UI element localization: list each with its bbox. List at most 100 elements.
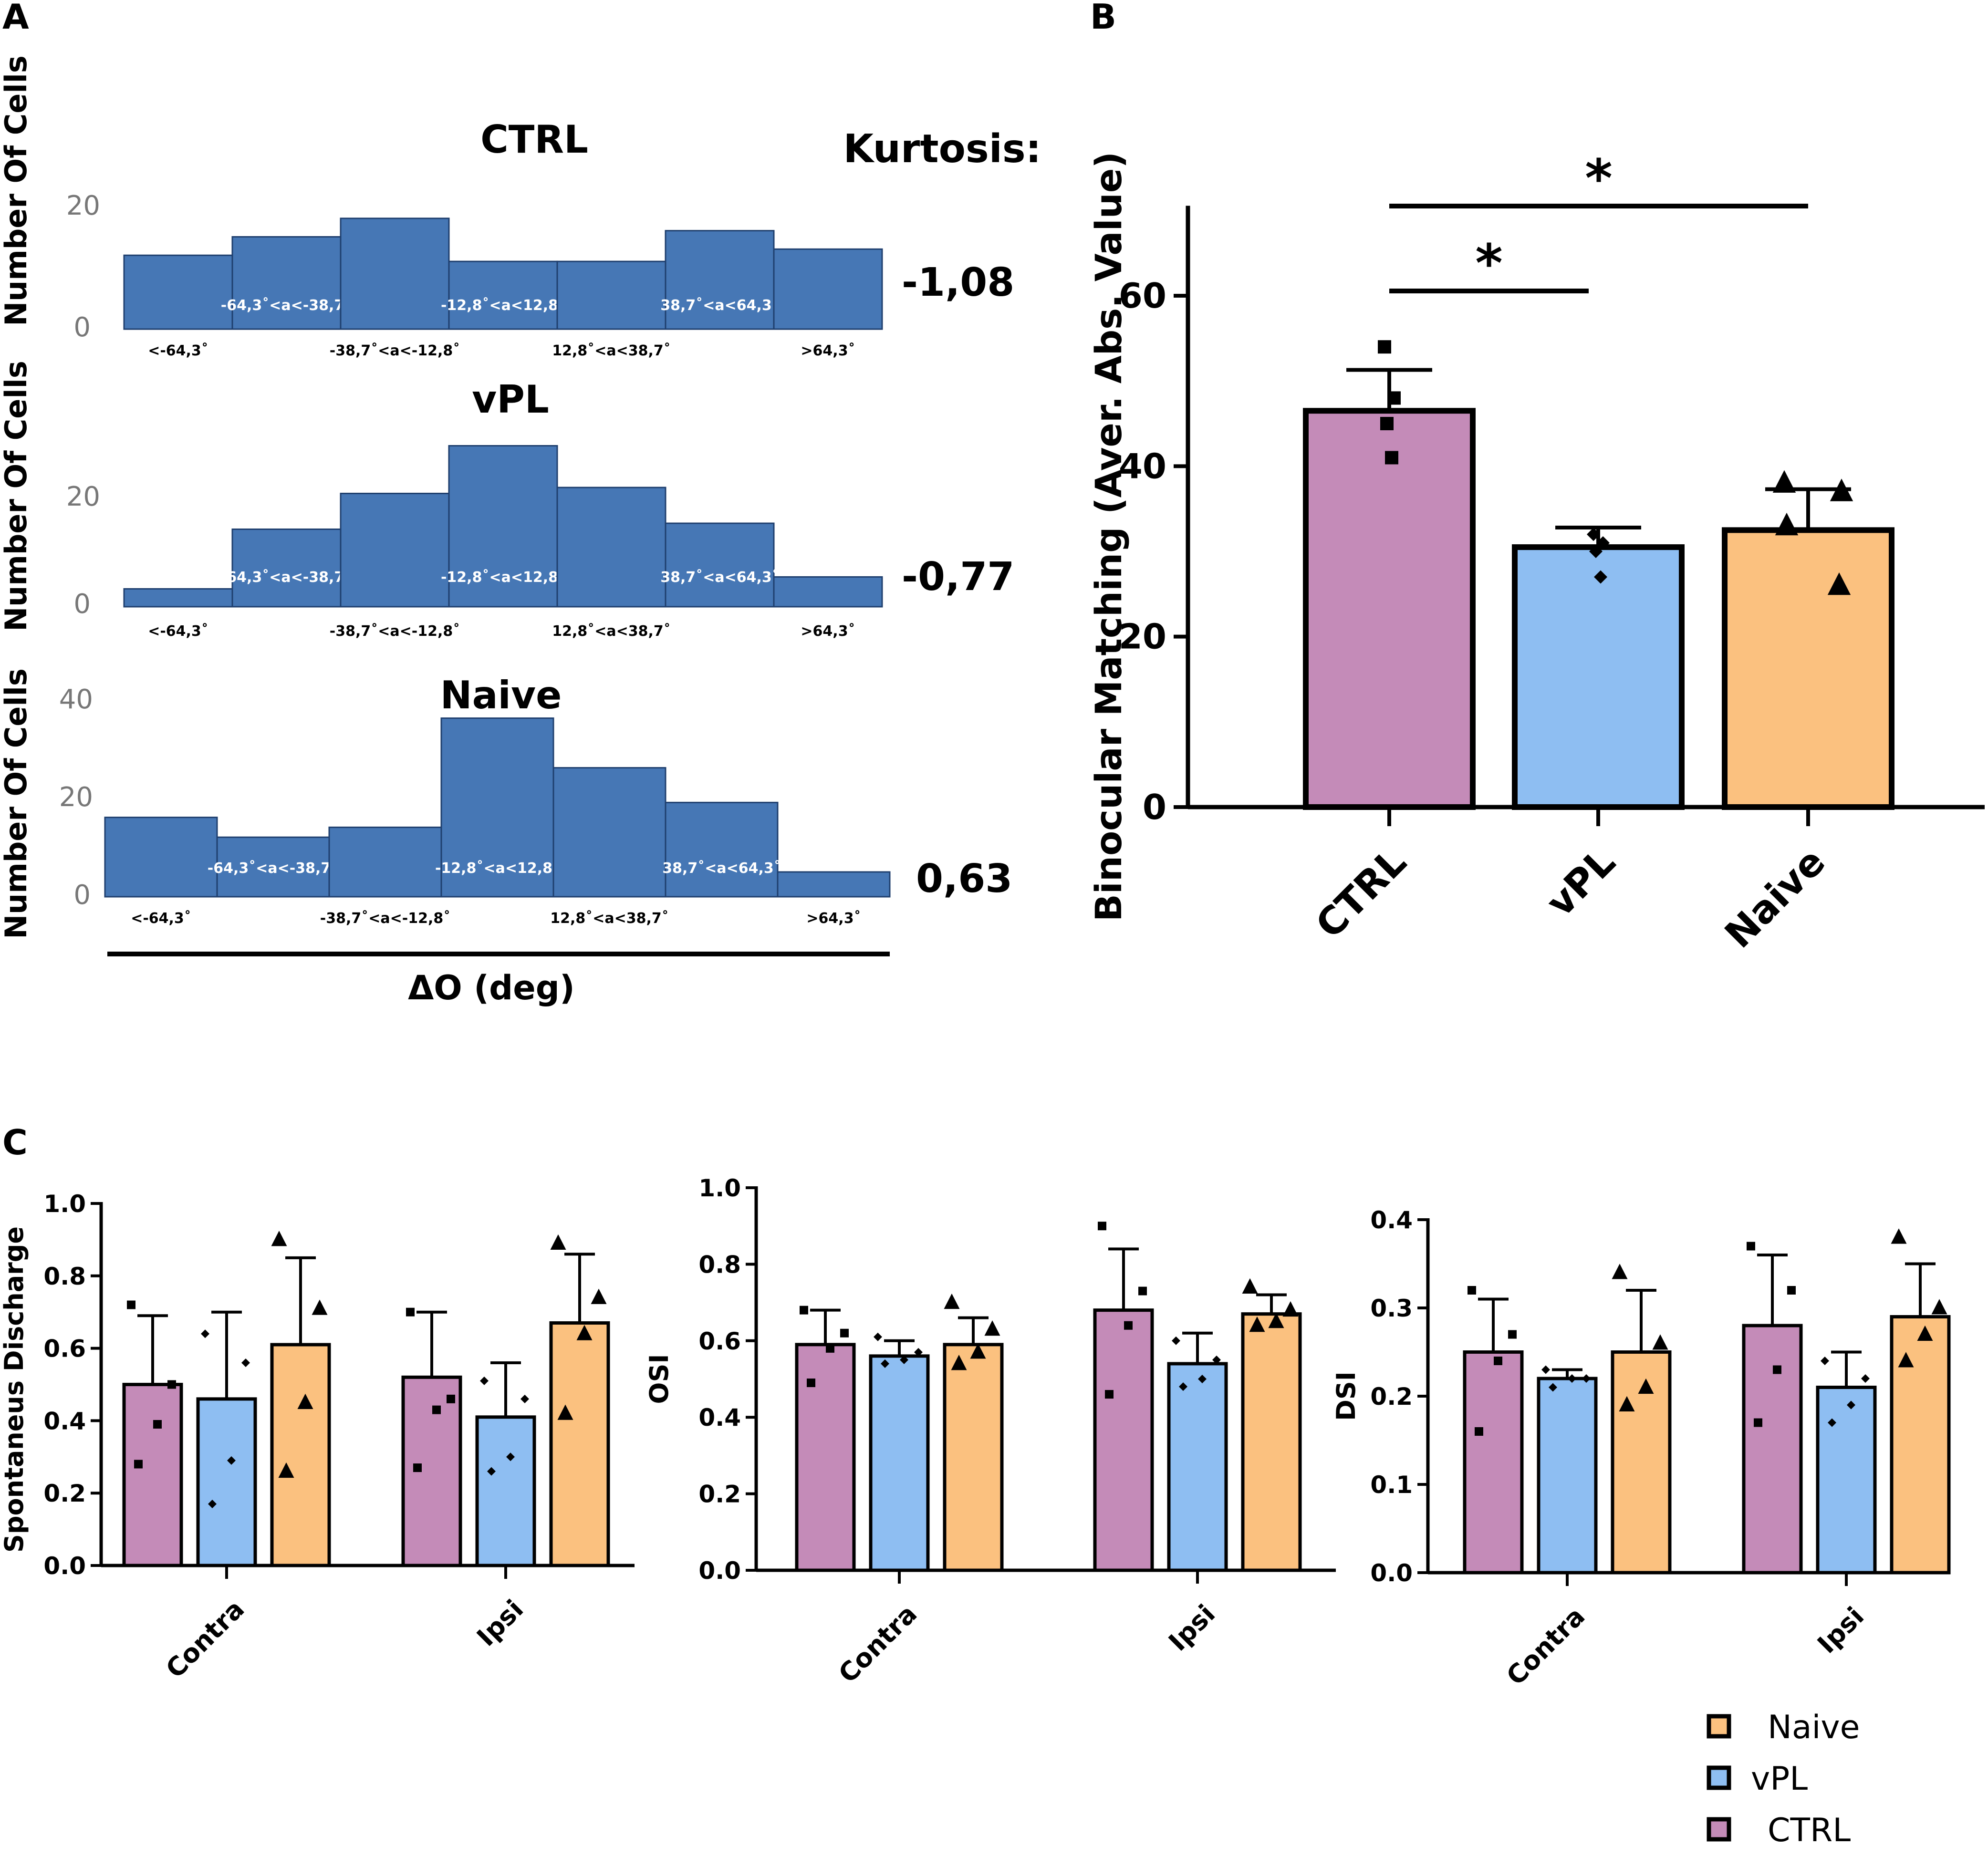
histogram-bar bbox=[340, 218, 450, 330]
bar-ctrl bbox=[401, 1375, 462, 1567]
y-axis-label: Binocular Matching (Aver. Abs. Value) bbox=[1087, 152, 1130, 922]
data-point bbox=[1861, 1374, 1870, 1383]
data-point bbox=[826, 1344, 834, 1353]
y-axis-label: Number Of Cells bbox=[0, 55, 33, 326]
histogram-vpl: vPL Number Of Cells 20 0 <-64,3˚ -64,3˚<a<-38… bbox=[0, 361, 1014, 640]
bin-label: <-64,3˚ bbox=[148, 342, 208, 359]
data-point bbox=[1385, 451, 1398, 465]
chart-spontaneus-discharge: 0.0 0.2 0.4 0.6 0.8 1.0 Spontaneus Discharge Co… bbox=[0, 1190, 635, 1684]
data-point bbox=[1587, 528, 1600, 541]
y-tick-label: 0.4 bbox=[43, 1407, 86, 1435]
panel-label-a: A bbox=[2, 0, 29, 37]
y-tick-label: 0.0 bbox=[43, 1552, 86, 1580]
y-axis-label: OSI bbox=[644, 1354, 674, 1404]
bar-naive bbox=[1722, 527, 1894, 810]
kurtosis-value: -0,77 bbox=[902, 554, 1014, 600]
data-point bbox=[1589, 545, 1603, 558]
x-tick-label: Contra bbox=[160, 1594, 250, 1684]
bar-vpl bbox=[1512, 544, 1685, 810]
y-tick-label: 0 bbox=[1143, 787, 1166, 827]
data-point bbox=[1594, 570, 1607, 584]
data-point bbox=[278, 1462, 294, 1478]
data-point bbox=[413, 1463, 422, 1472]
data-point bbox=[1124, 1321, 1133, 1330]
histogram-bar bbox=[231, 529, 342, 608]
data-point bbox=[1282, 1301, 1299, 1317]
data-point bbox=[1249, 1316, 1265, 1332]
data-point bbox=[900, 1355, 908, 1364]
histogram-bar bbox=[665, 801, 779, 898]
data-point bbox=[506, 1452, 515, 1462]
bin-label: >64,3˚ bbox=[801, 342, 855, 359]
bar-naive bbox=[1611, 1350, 1672, 1575]
data-point bbox=[297, 1393, 313, 1409]
bar-naive bbox=[1890, 1315, 1951, 1575]
significance-star: * bbox=[1475, 233, 1503, 294]
data-point bbox=[1638, 1378, 1654, 1394]
y-tick-label: 60 bbox=[1119, 276, 1166, 316]
histogram-naive: Naive Number Of Cells 40 20 0 <-64,3˚ -64,3˚<a… bbox=[0, 668, 1012, 939]
histogram-bar bbox=[773, 576, 883, 608]
data-point bbox=[1596, 536, 1610, 550]
y-axis-label: DSI bbox=[1331, 1371, 1361, 1421]
data-point bbox=[881, 1359, 889, 1368]
data-point bbox=[984, 1320, 1000, 1336]
bar-vpl bbox=[196, 1397, 257, 1567]
data-point bbox=[1775, 512, 1799, 536]
histogram-bar bbox=[777, 871, 891, 898]
histogram-panel: Kurtosis: CTRL Number Of Cells 20 0 <-64,3˚ -6… bbox=[0, 55, 1041, 1007]
histogram-bar bbox=[340, 493, 450, 608]
data-point bbox=[1475, 1427, 1483, 1436]
y-tick-label: 0 bbox=[73, 880, 91, 911]
histogram-bar bbox=[556, 487, 666, 608]
y-tick-label: 20 bbox=[66, 481, 100, 512]
histogram-bar bbox=[104, 817, 218, 898]
bin-label: <-64,3˚ bbox=[148, 622, 208, 640]
data-point bbox=[557, 1404, 573, 1420]
data-point bbox=[1582, 1374, 1591, 1383]
grouped-bar-charts: 0.0 0.2 0.4 0.6 0.8 1.0 Spontaneus Discharge Co… bbox=[0, 1174, 1951, 1691]
bar-ctrl bbox=[1093, 1308, 1154, 1572]
legend: Naive vPL CTRL bbox=[1707, 1709, 1860, 1849]
data-point bbox=[447, 1394, 455, 1403]
data-point bbox=[1773, 1365, 1781, 1374]
y-tick-label: 0.8 bbox=[698, 1251, 741, 1278]
y-tick-label: 0.6 bbox=[43, 1335, 86, 1363]
data-point bbox=[1891, 1228, 1907, 1244]
data-point bbox=[550, 1234, 566, 1250]
y-tick-label: 40 bbox=[59, 684, 93, 715]
data-point bbox=[1541, 1365, 1550, 1374]
data-point bbox=[914, 1348, 923, 1357]
histogram-bar bbox=[216, 836, 330, 898]
data-point bbox=[1268, 1312, 1284, 1328]
data-point bbox=[1898, 1352, 1914, 1368]
histogram-bar bbox=[123, 254, 233, 330]
data-point bbox=[1387, 391, 1401, 405]
y-tick-label: 0.4 bbox=[1370, 1206, 1413, 1234]
bar-naive bbox=[1241, 1312, 1302, 1572]
data-point bbox=[480, 1376, 489, 1385]
y-tick-label: 0.0 bbox=[698, 1557, 741, 1585]
legend-swatch-naive bbox=[1707, 1714, 1731, 1739]
histogram-bar bbox=[665, 522, 775, 608]
bar-ctrl bbox=[1742, 1324, 1803, 1575]
bin-label: 38,7˚<a<64,3˚ bbox=[660, 569, 779, 586]
data-point bbox=[241, 1358, 250, 1367]
data-point bbox=[1747, 1242, 1755, 1251]
data-point bbox=[271, 1231, 287, 1246]
x-tick-label: CTRL bbox=[1307, 840, 1415, 947]
y-tick-label: 0.4 bbox=[698, 1404, 741, 1431]
bar-vpl bbox=[1816, 1386, 1877, 1575]
x-tick-label: Ipsi bbox=[1811, 1601, 1870, 1659]
data-point bbox=[1380, 417, 1394, 430]
data-point bbox=[1105, 1390, 1114, 1399]
bin-label: 12,8˚<a<38,7˚ bbox=[550, 910, 669, 927]
histogram-title: CTRL bbox=[480, 117, 588, 162]
y-tick-label: 0.0 bbox=[1370, 1559, 1413, 1587]
data-point bbox=[970, 1343, 986, 1359]
x-tick-label: Naive bbox=[1717, 840, 1834, 957]
y-tick-label: 20 bbox=[1119, 617, 1166, 657]
data-point bbox=[1917, 1325, 1933, 1341]
panel-label-b: B bbox=[1090, 0, 1116, 37]
y-tick-label: 0.6 bbox=[698, 1327, 741, 1355]
